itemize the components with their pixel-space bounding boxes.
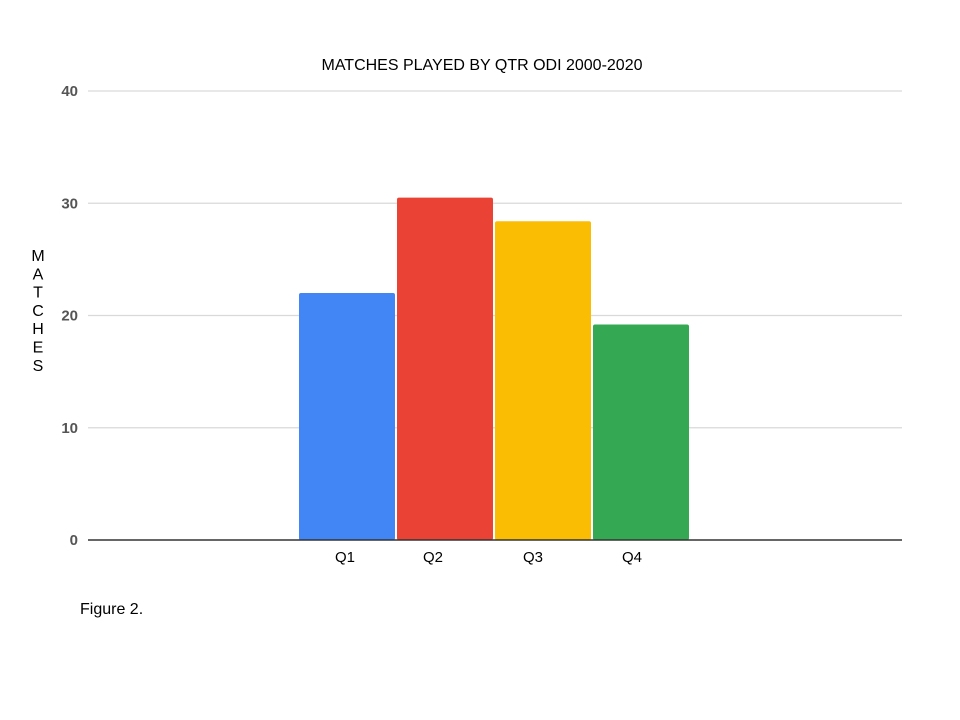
- x-category-label: Q4: [622, 549, 642, 566]
- figure-caption: Figure 2.: [80, 601, 144, 618]
- y-axis-label-char: H: [32, 321, 44, 338]
- bar-q4: [593, 324, 689, 540]
- y-axis-label: MATCHES: [31, 248, 44, 375]
- y-axis-label-char: M: [31, 248, 44, 265]
- y-tick-label: 40: [61, 83, 78, 100]
- y-tick-label: 30: [61, 195, 78, 212]
- x-axis-categories: Q1 Q2 Q3 Q4: [335, 549, 642, 566]
- y-axis-ticks: 0 10 20 30 40: [61, 83, 78, 549]
- y-axis-label-char: S: [33, 358, 44, 375]
- x-category-label: Q3: [523, 549, 543, 566]
- bar-q2: [397, 197, 493, 540]
- y-tick-label: 20: [61, 308, 78, 325]
- bars: [299, 197, 689, 540]
- x-category-label: Q1: [335, 549, 355, 566]
- y-tick-label: 0: [70, 532, 78, 549]
- y-axis-label-char: E: [33, 340, 44, 357]
- bar-q3: [495, 221, 591, 540]
- bar-q1: [299, 293, 395, 540]
- y-axis-label-char: T: [33, 285, 43, 302]
- chart-title: MATCHES PLAYED BY QTR ODI 2000-2020: [321, 57, 642, 74]
- x-category-label: Q2: [423, 549, 443, 566]
- y-axis-label-char: C: [32, 303, 44, 320]
- y-tick-label: 10: [61, 420, 78, 437]
- y-axis-label-char: A: [33, 266, 44, 283]
